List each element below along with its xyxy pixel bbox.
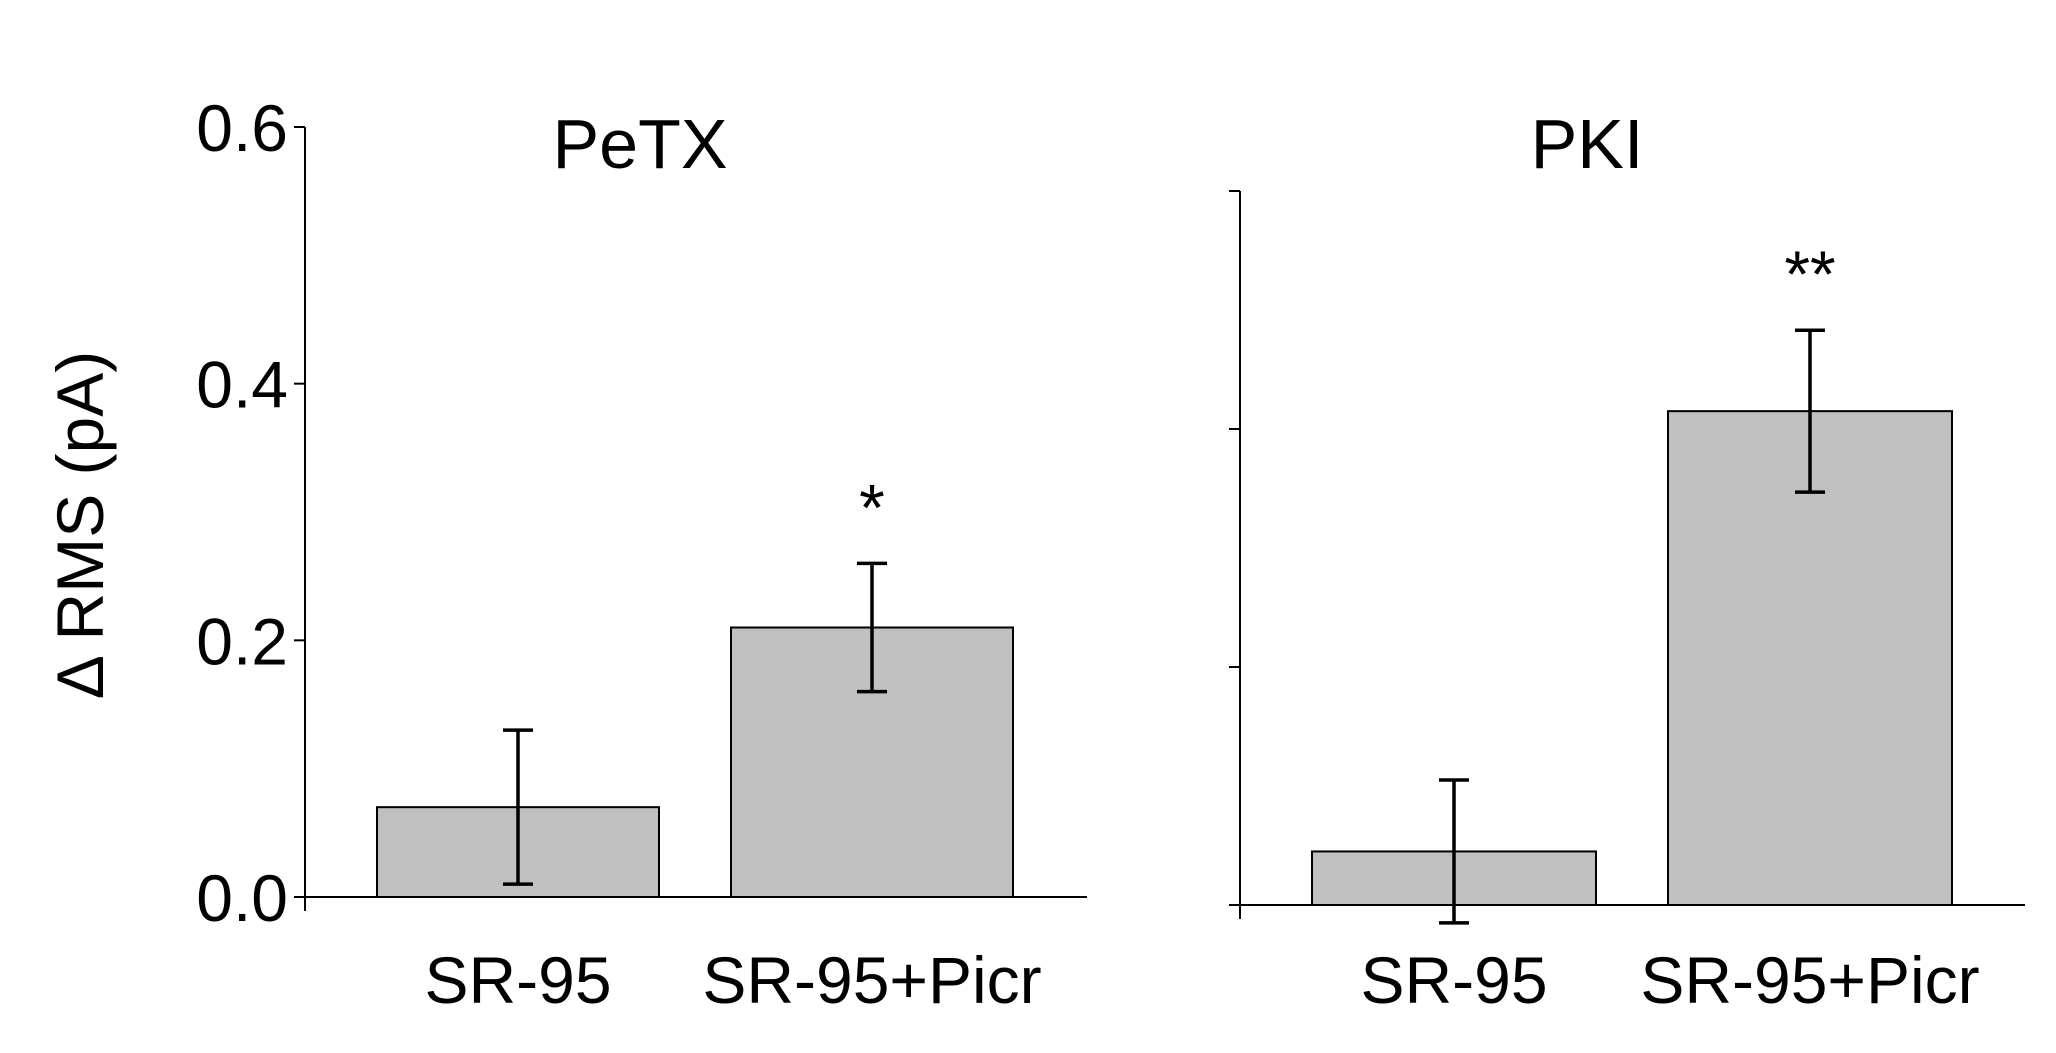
y-tick-label: 0.4 [196,348,288,422]
y-tick-label: 0.2 [196,604,288,678]
x-category-label: SR-95 [424,943,611,1017]
panel-petx: PeTX 0.0 0.2 0.4 0.6 * SR-95 SR-95+Picr [196,91,1087,1017]
y-tick-label: 0.0 [196,861,288,935]
panel-marks: ** SR-95 SR-95+Picr [1229,190,2025,1017]
y-axis-label: Δ RMS (pA) [43,351,117,699]
panel-title: PeTX [552,105,727,183]
significance-marker: ** [1784,237,1835,311]
x-category-label: SR-95+Picr [702,943,1041,1017]
x-category-label: SR-95+Picr [1640,943,1979,1017]
panel-marks: 0.0 0.2 0.4 0.6 * SR-95 SR-95+Picr [196,91,1087,1017]
significance-marker: * [859,470,885,544]
panel-title: PKI [1531,105,1644,183]
panel-pki: PKI ** SR-95 SR-95+Picr [1229,105,2025,1017]
y-tick-label: 0.6 [196,91,288,165]
x-category-label: SR-95 [1360,943,1547,1017]
